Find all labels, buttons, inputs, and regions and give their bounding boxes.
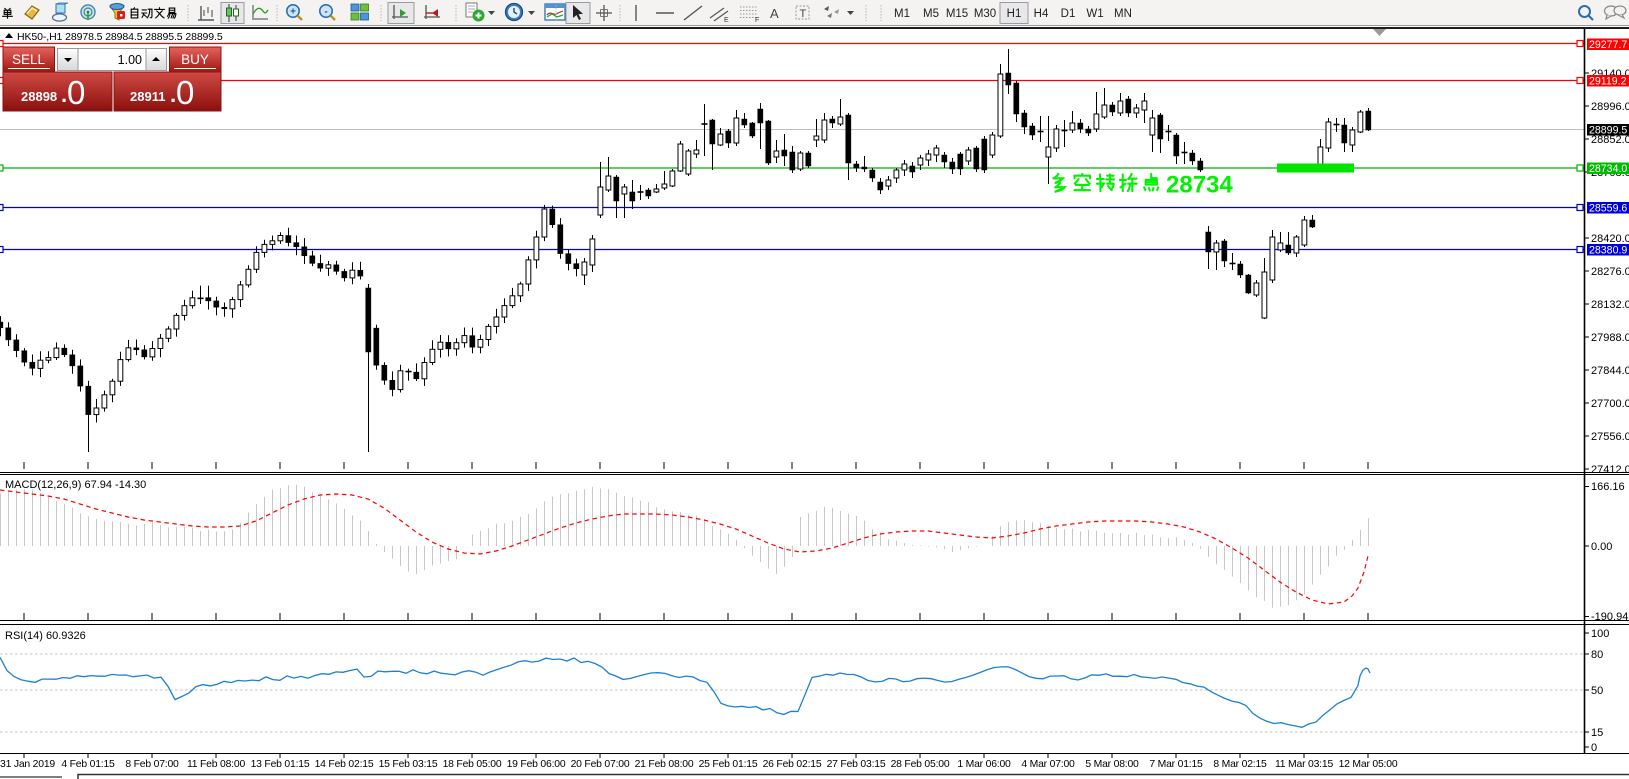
svg-text:28380.9: 28380.9	[1589, 245, 1627, 257]
svg-text:28 Feb 05:00: 28 Feb 05:00	[891, 759, 950, 770]
svg-text:0.00: 0.00	[1591, 541, 1612, 553]
svg-text:HK50-,H1 28978.5 28984.5 2889: HK50-,H1 28978.5 28984.5 28895.5 28899.5	[17, 31, 223, 43]
svg-text:A: A	[770, 6, 779, 21]
svg-text:.: .	[61, 82, 67, 107]
svg-text:1 Mar 06:00: 1 Mar 06:00	[957, 759, 1011, 770]
svg-text:F: F	[755, 17, 759, 24]
svg-text:25 Feb 01:15: 25 Feb 01:15	[699, 759, 758, 770]
svg-text:28911: 28911	[130, 89, 165, 104]
svg-text:28734: 28734	[1166, 172, 1233, 199]
svg-text:21 Feb 08:00: 21 Feb 08:00	[635, 759, 694, 770]
svg-text:M15: M15	[946, 8, 968, 20]
svg-text:.: .	[170, 82, 176, 107]
svg-text:5 Mar 08:00: 5 Mar 08:00	[1085, 759, 1139, 770]
svg-text:4 Mar 07:00: 4 Mar 07:00	[1021, 759, 1075, 770]
svg-text:50: 50	[1591, 685, 1603, 697]
svg-text:0: 0	[1591, 742, 1597, 754]
svg-text:15: 15	[1591, 727, 1603, 739]
svg-text:28852.0: 28852.0	[1591, 134, 1629, 146]
svg-text:29119.2: 29119.2	[1589, 76, 1627, 88]
svg-text:28898: 28898	[21, 89, 57, 104]
svg-text:M5: M5	[923, 8, 939, 20]
svg-text:13 Feb 01:15: 13 Feb 01:15	[251, 759, 310, 770]
svg-text:H1: H1	[1007, 8, 1022, 20]
svg-text:28276.0: 28276.0	[1591, 266, 1629, 278]
svg-text:28559.6: 28559.6	[1589, 203, 1627, 215]
svg-text:11 Mar 03:15: 11 Mar 03:15	[1275, 759, 1333, 770]
svg-text:D1: D1	[1061, 8, 1076, 20]
svg-text:27700.0: 27700.0	[1591, 398, 1629, 410]
svg-text:-190.94: -190.94	[1591, 611, 1628, 623]
svg-text:+: +	[290, 7, 296, 18]
svg-text:E: E	[724, 17, 729, 24]
svg-text:RSI(14) 60.9326: RSI(14) 60.9326	[5, 630, 86, 642]
svg-text:27988.0: 27988.0	[1591, 332, 1629, 344]
svg-text:28996.0: 28996.0	[1591, 101, 1629, 113]
svg-text:28420.0: 28420.0	[1591, 233, 1629, 245]
svg-text:M1: M1	[894, 8, 910, 20]
svg-text:4 Feb 01:15: 4 Feb 01:15	[61, 759, 115, 770]
svg-text:SELL: SELL	[12, 52, 46, 67]
svg-text:27844.0: 27844.0	[1591, 365, 1629, 377]
svg-text:166.16: 166.16	[1591, 481, 1625, 493]
svg-text:27 Feb 03:15: 27 Feb 03:15	[827, 759, 886, 770]
svg-text:20 Feb 07:00: 20 Feb 07:00	[571, 759, 630, 770]
svg-text:28899.5: 28899.5	[1589, 125, 1627, 137]
svg-text:80: 80	[1591, 649, 1603, 661]
svg-text:8 Mar 02:15: 8 Mar 02:15	[1213, 759, 1267, 770]
svg-text:29277.7: 29277.7	[1589, 39, 1627, 51]
svg-text:-: -	[324, 7, 327, 18]
svg-text:7 Mar 01:15: 7 Mar 01:15	[1149, 759, 1203, 770]
svg-text:27412.0: 27412.0	[1591, 464, 1629, 476]
svg-text:8 Feb 07:00: 8 Feb 07:00	[125, 759, 179, 770]
svg-text:H4: H4	[1034, 8, 1049, 20]
svg-text:MACD(12,26,9) 67.94 -14.30: MACD(12,26,9) 67.94 -14.30	[5, 479, 146, 491]
svg-text:28734.0: 28734.0	[1589, 163, 1627, 175]
svg-text:31 Jan 2019: 31 Jan 2019	[0, 759, 55, 770]
svg-text:BUY: BUY	[181, 52, 209, 67]
svg-text:100: 100	[1591, 628, 1609, 640]
svg-text:26 Feb 02:15: 26 Feb 02:15	[763, 759, 822, 770]
svg-text:W1: W1	[1086, 8, 1103, 20]
svg-text:0: 0	[176, 74, 194, 111]
svg-text:18 Feb 05:00: 18 Feb 05:00	[443, 759, 502, 770]
svg-text:19 Feb 06:00: 19 Feb 06:00	[507, 759, 566, 770]
svg-text:12 Mar 05:00: 12 Mar 05:00	[1339, 759, 1398, 770]
svg-text:15 Feb 03:15: 15 Feb 03:15	[379, 759, 438, 770]
svg-text:14 Feb 02:15: 14 Feb 02:15	[315, 759, 374, 770]
svg-text:MN: MN	[1114, 8, 1132, 20]
svg-text:11 Feb 08:00: 11 Feb 08:00	[187, 759, 245, 770]
svg-text:T: T	[800, 8, 807, 20]
svg-text:27556.0: 27556.0	[1591, 431, 1629, 443]
svg-text:28132.0: 28132.0	[1591, 299, 1629, 311]
svg-text:1.00: 1.00	[118, 53, 142, 67]
svg-text:M30: M30	[974, 8, 996, 20]
svg-text:0: 0	[67, 74, 85, 111]
